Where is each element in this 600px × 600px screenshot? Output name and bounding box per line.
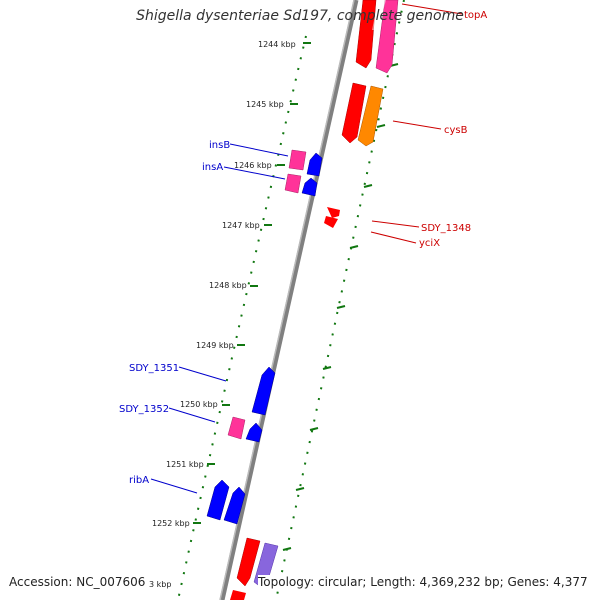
gene-bottom-cluster (230, 537, 279, 600)
tick-label: 1244 kbp (258, 40, 296, 49)
gene-SDY_1348[interactable] (327, 207, 340, 218)
gene-topA[interactable] (355, 0, 399, 74)
tick-label: 1251 kbp (166, 460, 204, 469)
gene-label-SDY_1351[interactable]: SDY_1351 (129, 363, 179, 374)
gene-label-SDY_1348[interactable]: SDY_1348 (421, 223, 471, 234)
tick-label: 1250 kbp (180, 400, 218, 409)
tick-label: 1252 kbp (152, 519, 190, 528)
tick-group-right (282, 63, 399, 551)
tick-label: 3 kbp (149, 580, 171, 589)
genome-backbone (219, 0, 359, 600)
gene-label-yciX[interactable]: yciX (419, 238, 440, 249)
gene-label-insA[interactable]: insA (202, 162, 223, 173)
gene-label-cysB[interactable]: cysB (444, 125, 468, 136)
gene-ribA[interactable] (206, 479, 246, 525)
gene-label-insB[interactable]: insB (209, 140, 230, 151)
gene-SDY_1352[interactable] (227, 416, 263, 443)
gene-label-topA[interactable]: topA (464, 10, 487, 21)
gene-insA[interactable] (284, 173, 318, 197)
gene-label-SDY_1352[interactable]: SDY_1352 (119, 404, 169, 415)
tick-ring-right (275, 0, 405, 600)
gene-SDY_1351[interactable] (251, 366, 276, 416)
genome-info-label: Topology: circular; Length: 4,369,232 bp… (258, 575, 588, 589)
tick-label: 1246 kbp (234, 161, 272, 170)
tick-label: 1245 kbp (246, 100, 284, 109)
tick-label: 1249 kbp (196, 341, 234, 350)
gene-cysB[interactable] (341, 82, 384, 147)
tick-group: 1244 kbp 1245 kbp 1246 kbp 1247 kbp 1248… (149, 40, 311, 589)
gene-label-ribA[interactable]: ribA (129, 475, 149, 486)
gene-insB[interactable] (288, 149, 323, 177)
accession-label: Accession: NC_007606 (9, 575, 148, 589)
tick-label: 1247 kbp (222, 221, 260, 230)
map-title: Shigella dysenteriae Sd197, complete gen… (136, 8, 464, 24)
tick-label: 1248 kbp (209, 281, 247, 290)
gene-yciX[interactable] (324, 216, 338, 228)
